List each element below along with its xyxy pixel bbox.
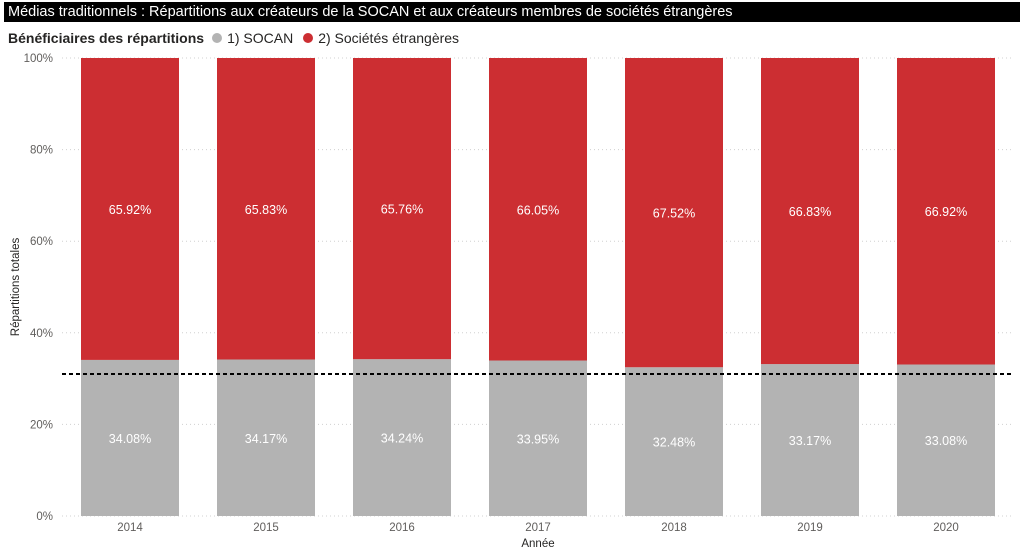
x-tick-label: 2020 xyxy=(933,522,959,534)
data-label: 65.92% xyxy=(109,203,151,217)
bar-socan-2019[interactable] xyxy=(761,364,859,516)
legend-dot-etrangeres xyxy=(303,33,314,43)
y-tick-label: 100% xyxy=(24,53,53,65)
legend-item-etrangeres[interactable]: 2) Sociétés étrangères xyxy=(303,30,459,46)
y-tick-label: 40% xyxy=(30,328,53,340)
y-tick-label: 0% xyxy=(36,511,53,523)
legend-item-socan[interactable]: 1) SOCAN xyxy=(212,30,293,46)
bar-etrangeres-2016[interactable] xyxy=(353,58,451,360)
data-label: 66.92% xyxy=(925,205,967,219)
legend-label-etrangeres: 2) Sociétés étrangères xyxy=(318,30,460,46)
x-tick-label: 2016 xyxy=(389,522,415,534)
data-label: 34.24% xyxy=(381,432,423,446)
data-label: 33.17% xyxy=(789,434,831,448)
bar-etrangeres-2019[interactable] xyxy=(761,58,859,365)
data-label: 34.08% xyxy=(109,432,151,446)
data-label: 65.76% xyxy=(381,203,423,217)
data-label: 65.83% xyxy=(245,203,287,217)
chart-title: Médias traditionnels : Répartitions aux … xyxy=(4,2,1020,22)
data-label: 33.95% xyxy=(517,432,559,446)
y-tick-label: 80% xyxy=(30,145,53,157)
legend-label-socan: 1) SOCAN xyxy=(227,30,294,46)
bar-etrangeres-2020[interactable] xyxy=(897,58,995,365)
bar-etrangeres-2014[interactable] xyxy=(81,58,179,360)
legend: Bénéficiaires des répartitions 1) SOCAN … xyxy=(8,29,469,47)
x-axis-title: Année xyxy=(521,538,554,550)
data-label: 66.05% xyxy=(517,203,559,217)
data-label: 67.52% xyxy=(653,207,695,221)
x-tick-label: 2015 xyxy=(253,522,279,534)
data-label: 32.48% xyxy=(653,436,695,450)
bar-socan-2020[interactable] xyxy=(897,364,995,516)
data-label: 66.83% xyxy=(789,205,831,219)
data-label: 34.17% xyxy=(245,432,287,446)
x-tick-label: 2019 xyxy=(797,522,823,534)
bar-etrangeres-2017[interactable] xyxy=(489,58,587,361)
legend-title: Bénéficiaires des répartitions xyxy=(8,30,205,46)
bar-etrangeres-2018[interactable] xyxy=(625,58,723,368)
bar-etrangeres-2015[interactable] xyxy=(217,58,315,360)
bar-socan-2017[interactable] xyxy=(489,360,587,516)
bar-socan-2018[interactable] xyxy=(625,367,723,516)
y-tick-label: 60% xyxy=(30,236,53,248)
x-tick-label: 2018 xyxy=(661,522,687,534)
y-tick-label: 20% xyxy=(30,419,53,431)
x-tick-label: 2014 xyxy=(117,522,143,534)
bar-socan-2016[interactable] xyxy=(353,359,451,516)
bar-socan-2015[interactable] xyxy=(217,359,315,516)
data-label: 33.08% xyxy=(925,434,967,448)
y-axis-title: Répartitions totales xyxy=(10,238,22,337)
bar-socan-2014[interactable] xyxy=(81,359,179,516)
legend-dot-socan xyxy=(212,33,223,43)
x-tick-label: 2017 xyxy=(525,522,551,534)
